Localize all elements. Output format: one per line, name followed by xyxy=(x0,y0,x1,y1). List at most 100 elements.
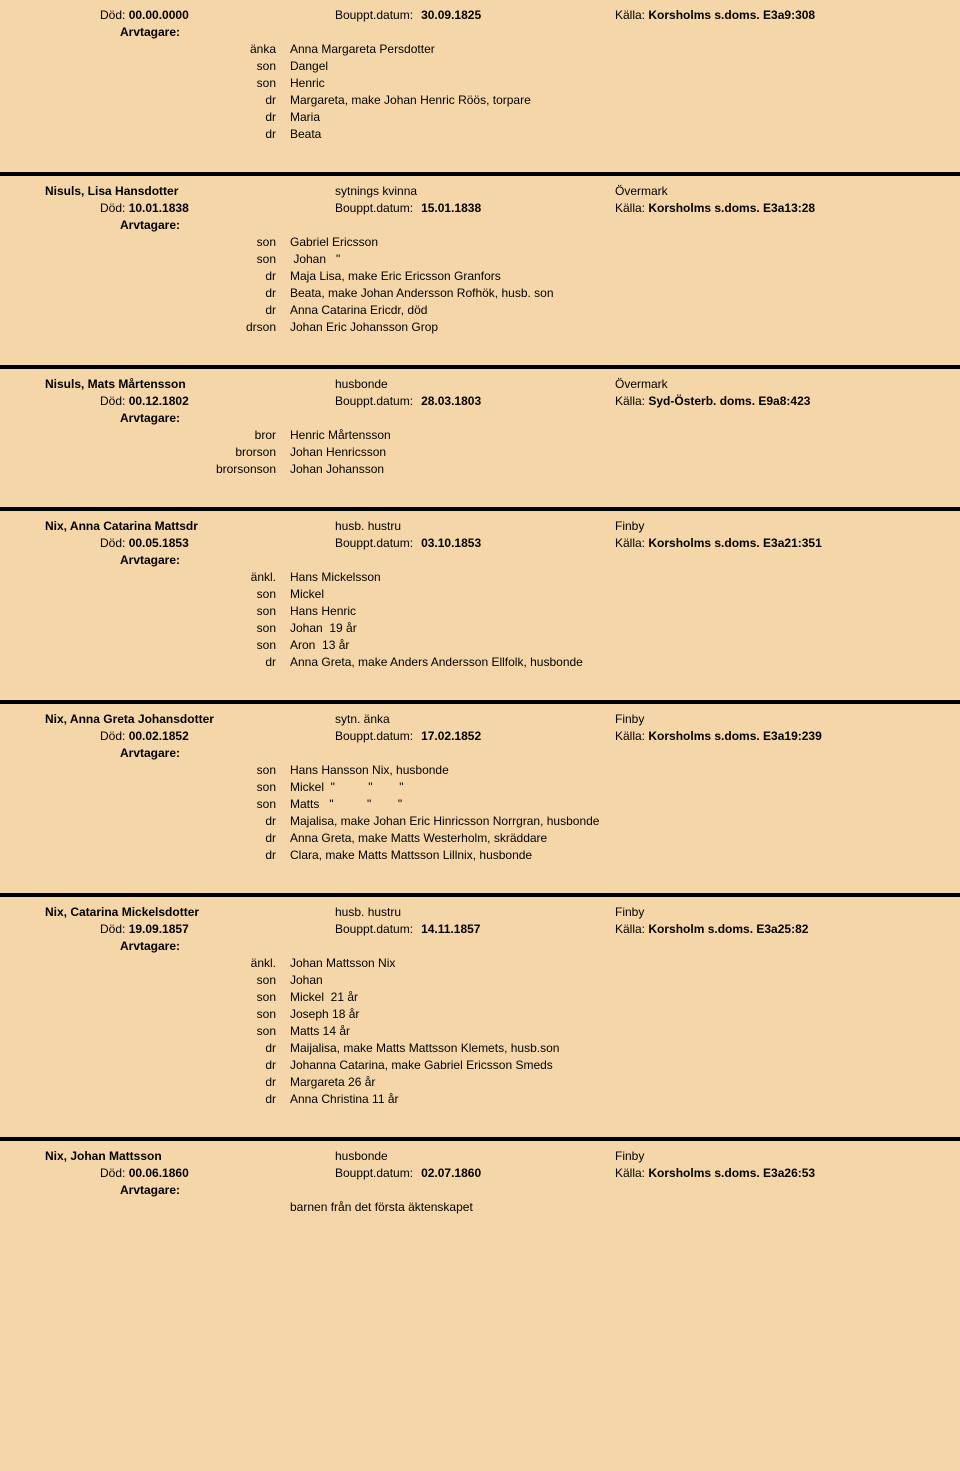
kalla-cell: Källa: Korsholms s.doms. E3a26:53 xyxy=(615,1166,915,1180)
record: Nisuls, Mats MårtenssonhusbondeÖvermarkD… xyxy=(0,369,960,511)
heir-text: Anna Catarina Ericdr, död xyxy=(290,303,915,317)
heir-text: Mickel xyxy=(290,587,915,601)
record: Död: 00.00.0000Bouppt.datum:30.09.1825Kä… xyxy=(0,0,960,176)
dod-label: Död: xyxy=(100,394,129,408)
heir-row: drMargareta, make Johan Henric Röös, tor… xyxy=(45,93,915,107)
heir-text: Johan Eric Johansson Grop xyxy=(290,320,915,334)
heir-text: Matts 14 år xyxy=(290,1024,915,1038)
bouppt-cell: Bouppt.datum: 14.11.1857 xyxy=(335,922,615,936)
heir-row: brorsonsonJohan Johansson xyxy=(45,462,915,476)
kalla-cell: Källa: Syd-Österb. doms. E9a8:423 xyxy=(615,394,915,408)
heir-row: drsonJohan Eric Johansson Grop xyxy=(45,320,915,334)
heir-row: sonJohan 19 år xyxy=(45,621,915,635)
bouppt-label: Bouppt.datum: xyxy=(335,1166,413,1180)
kalla-cell: Källa: Korsholms s.doms. E3a19:239 xyxy=(615,729,915,743)
heir-row: änkl.Johan Mattsson Nix xyxy=(45,956,915,970)
heir-text: Matts " " " xyxy=(290,797,915,811)
heir-text: Hans Mickelsson xyxy=(290,570,915,584)
heir-row: sonJoseph 18 år xyxy=(45,1007,915,1021)
heir-role: son xyxy=(45,1024,290,1038)
person-role: husb. hustru xyxy=(335,519,615,533)
record: Nisuls, Lisa Hansdottersytnings kvinnaÖv… xyxy=(0,176,960,369)
heir-row: drJohanna Catarina, make Gabriel Ericsso… xyxy=(45,1058,915,1072)
heir-role: son xyxy=(45,621,290,635)
bouppt-value: 15.01.1838 xyxy=(421,201,481,215)
heir-row: drClara, make Matts Mattsson Lillnix, hu… xyxy=(45,848,915,862)
heir-role: dr xyxy=(45,1058,290,1072)
heir-role: dr xyxy=(45,93,290,107)
heir-role: bror xyxy=(45,428,290,442)
arvtagare-label: Arvtagare: xyxy=(45,411,915,425)
heir-text: Hans Hansson Nix, husbonde xyxy=(290,763,915,777)
heir-text: Johan Johansson xyxy=(290,462,915,476)
kalla-value: Korsholms s.doms. E3a21:351 xyxy=(648,536,821,550)
heir-row: brorsonJohan Henricsson xyxy=(45,445,915,459)
heir-row: sonGabriel Ericsson xyxy=(45,235,915,249)
bouppt-value: 14.11.1857 xyxy=(421,922,480,936)
record: Nix, Catarina Mickelsdotterhusb. hustruF… xyxy=(0,897,960,1141)
bouppt-value: 28.03.1803 xyxy=(421,394,481,408)
heir-row: änkaAnna Margareta Persdotter xyxy=(45,42,915,56)
heir-role: son xyxy=(45,990,290,1004)
person-name: Nisuls, Lisa Hansdotter xyxy=(45,184,335,198)
dod-cell: Död: 00.12.1802 xyxy=(45,394,335,408)
heir-text: Anna Christina 11 år xyxy=(290,1092,915,1106)
person-name: Nix, Catarina Mickelsdotter xyxy=(45,905,335,919)
bouppt-value: 02.07.1860 xyxy=(421,1166,481,1180)
heir-text: Majalisa, make Johan Eric Hinricsson Nor… xyxy=(290,814,915,828)
person-role: sytn. änka xyxy=(335,712,615,726)
heir-role: dr xyxy=(45,1075,290,1089)
heir-text: Mickel " " " xyxy=(290,780,915,794)
heir-role: dr xyxy=(45,831,290,845)
heir-row: drMajalisa, make Johan Eric Hinricsson N… xyxy=(45,814,915,828)
heir-role: son xyxy=(45,780,290,794)
heir-role: drson xyxy=(45,320,290,334)
heir-row: sonAron 13 år xyxy=(45,638,915,652)
bouppt-label: Bouppt.datum: xyxy=(335,922,413,936)
heir-role: dr xyxy=(45,127,290,141)
extra-text: barnen från det första äktenskapet xyxy=(290,1200,915,1214)
heir-row: sonHenric xyxy=(45,76,915,90)
heir-role: son xyxy=(45,638,290,652)
heir-role: brorsonson xyxy=(45,462,290,476)
heir-role: änka xyxy=(45,42,290,56)
heir-role: dr xyxy=(45,269,290,283)
arvtagare-label: Arvtagare: xyxy=(45,25,915,39)
heir-text: Beata xyxy=(290,127,915,141)
dod-value: 19.09.1857 xyxy=(129,922,189,936)
arvtagare-label: Arvtagare: xyxy=(45,939,915,953)
heir-role: brorson xyxy=(45,445,290,459)
heir-role: dr xyxy=(45,1092,290,1106)
kalla-value: Syd-Österb. doms. E9a8:423 xyxy=(648,394,810,408)
heir-role: dr xyxy=(45,110,290,124)
dod-label: Död: xyxy=(100,201,129,215)
heir-text: Maijalisa, make Matts Mattsson Klemets, … xyxy=(290,1041,915,1055)
heir-role: dr xyxy=(45,848,290,862)
heir-text: Johan 19 år xyxy=(290,621,915,635)
person-name: Nisuls, Mats Mårtensson xyxy=(45,377,335,391)
heir-row: sonMickel xyxy=(45,587,915,601)
bouppt-label: Bouppt.datum: xyxy=(335,729,413,743)
arvtagare-label: Arvtagare: xyxy=(45,553,915,567)
heir-text: Henric xyxy=(290,76,915,90)
heir-row: drBeata, make Johan Andersson Rofhök, hu… xyxy=(45,286,915,300)
kalla-value: Korsholms s.doms. E3a26:53 xyxy=(648,1166,815,1180)
dod-cell: Död: 19.09.1857 xyxy=(45,922,335,936)
person-role: sytnings kvinna xyxy=(335,184,615,198)
heir-text: Margareta, make Johan Henric Röös, torpa… xyxy=(290,93,915,107)
person-name: Nix, Johan Mattsson xyxy=(45,1149,335,1163)
heir-text: Beata, make Johan Andersson Rofhök, husb… xyxy=(290,286,915,300)
heir-row: drAnna Christina 11 år xyxy=(45,1092,915,1106)
arvtagare-label: Arvtagare: xyxy=(45,218,915,232)
arvtagare-label: Arvtagare: xyxy=(45,1183,915,1197)
dod-cell: Död: 00.06.1860 xyxy=(45,1166,335,1180)
kalla-label: Källa: xyxy=(615,394,648,408)
kalla-value: Korsholms s.doms. E3a9:308 xyxy=(648,8,815,22)
dod-label: Död: xyxy=(100,8,129,22)
kalla-cell: Källa: Korsholms s.doms. E3a13:28 xyxy=(615,201,915,215)
heir-row: brorHenric Mårtensson xyxy=(45,428,915,442)
person-role: husb. hustru xyxy=(335,905,615,919)
kalla-label: Källa: xyxy=(615,729,648,743)
person-name: Nix, Anna Catarina Mattsdr xyxy=(45,519,335,533)
heir-row: drAnna Greta, make Matts Westerholm, skr… xyxy=(45,831,915,845)
